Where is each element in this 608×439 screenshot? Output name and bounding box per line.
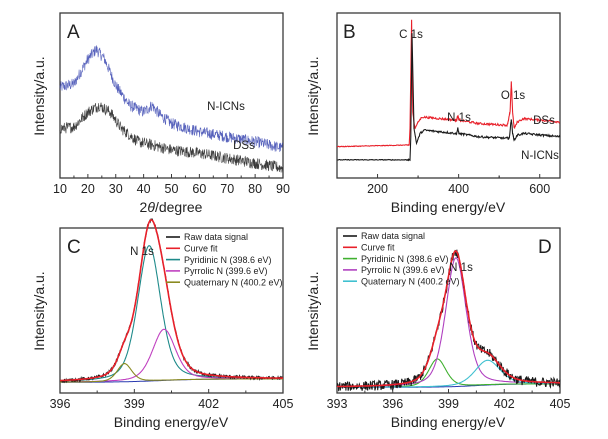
x-tick-label: 396 xyxy=(382,397,403,411)
legend-label: Curve fit xyxy=(184,244,218,254)
panel-c-plot xyxy=(59,218,284,384)
panel-b: 200 400 600 B Binding energy/eV Intensity/… xyxy=(305,12,561,215)
panel-d: 393 396 399 402 405 D N 1s Raw data signal Cu… xyxy=(305,227,571,430)
x-tick-label: 60 xyxy=(192,182,206,196)
panel-b-plot xyxy=(336,19,561,162)
x-tick-label: 400 xyxy=(448,182,469,196)
panel-a-frame xyxy=(59,12,284,179)
x-label-prefix: 2 xyxy=(140,199,148,215)
panel-c-letter: C xyxy=(67,237,81,258)
panel-b-annotation-n1s: N 1s xyxy=(447,112,471,124)
panel-b-annotation-nicns: N-ICNs xyxy=(521,150,559,162)
panel-a-annotation-nicns: N-ICNs xyxy=(207,101,245,113)
x-tick-label: 396 xyxy=(50,397,71,411)
panel-b-letter: B xyxy=(343,22,356,43)
panel-d-letter: D xyxy=(538,237,552,258)
x-tick-label: 90 xyxy=(276,182,290,196)
panel-d-x-label: Binding energy/eV xyxy=(391,414,506,430)
x-tick-label: 399 xyxy=(438,397,459,411)
component-pyrrolic xyxy=(60,328,283,383)
panel-a-x-ticks: 10 20 30 40 50 60 70 80 90 xyxy=(53,174,290,196)
x-tick-label: 40 xyxy=(137,182,151,196)
panel-d-plot xyxy=(336,249,561,392)
x-tick-label: 50 xyxy=(165,182,179,196)
panel-c-x-label: Binding energy/eV xyxy=(114,414,229,430)
panel-b-annotation-dss: DSs xyxy=(533,115,555,127)
x-tick-label: 399 xyxy=(124,397,145,411)
panel-b-annotation-o1s: O 1s xyxy=(501,90,526,102)
x-tick-label: 405 xyxy=(273,397,294,411)
panel-a-plot xyxy=(59,45,284,173)
legend-label: Pyrrolic N (399.6 eV) xyxy=(184,266,268,276)
raw-data-signal xyxy=(59,218,284,384)
legend-label: Raw data signal xyxy=(361,231,425,241)
x-tick-label: 70 xyxy=(220,182,234,196)
x-tick-label: 80 xyxy=(248,182,262,196)
x-tick-label: 402 xyxy=(494,397,515,411)
series-dss xyxy=(336,19,561,148)
panel-c-peak-label: N 1s xyxy=(130,246,154,258)
x-tick-label: 20 xyxy=(81,182,95,196)
x-tick-label: 600 xyxy=(529,182,550,196)
panel-b-x-ticks: 200 400 600 xyxy=(367,174,550,196)
legend-label: Pyridinic N (398.6 eV) xyxy=(361,254,449,264)
panel-c: 396 399 402 405 C N 1s Raw data signal Curve… xyxy=(31,218,294,430)
x-tick-label: 10 xyxy=(53,182,67,196)
panel-a: 10 20 30 40 50 60 70 80 90 A 2θ/degree Intensity… xyxy=(31,12,290,215)
series-dss xyxy=(59,102,284,173)
x-tick-label: 393 xyxy=(327,397,348,411)
panel-d-frame xyxy=(336,227,561,394)
panel-c-y-label: Intensity/a.u. xyxy=(31,271,47,350)
panel-d-x-ticks: 393 396 399 402 405 xyxy=(327,389,571,411)
x-tick-label: 405 xyxy=(550,397,571,411)
component-quaternary xyxy=(60,363,283,383)
series-n-icns xyxy=(59,45,284,153)
panel-c-x-ticks: 396 399 402 405 xyxy=(50,389,294,411)
panel-b-y-label: Intensity/a.u. xyxy=(305,56,321,135)
x-tick-label: 402 xyxy=(198,397,219,411)
curve-fit xyxy=(337,250,560,388)
panel-b-frame xyxy=(336,12,561,179)
x-tick-label: 200 xyxy=(367,182,388,196)
panel-d-peak-label: N 1s xyxy=(449,262,473,274)
panel-a-y-label: Intensity/a.u. xyxy=(31,56,47,135)
legend-label: Raw data signal xyxy=(184,232,248,242)
panel-a-letter: A xyxy=(67,22,80,43)
panel-a-x-label: 2θ/degree xyxy=(140,199,203,215)
panel-b-x-label: Binding energy/eV xyxy=(391,199,506,215)
x-label-suffix: /degree xyxy=(155,199,203,215)
legend-label: Curve fit xyxy=(361,243,395,253)
legend-label: Quaternary N (400.2 eV) xyxy=(361,276,460,286)
panel-b-annotation-c1s: C 1s xyxy=(399,29,423,41)
curve-fit xyxy=(60,219,283,382)
x-label-theta: θ xyxy=(147,199,155,215)
series-n-icns xyxy=(336,33,561,162)
legend-label: Pyrrolic N (399.6 eV) xyxy=(361,265,445,275)
legend-label: Pyridinic N (398.6 eV) xyxy=(184,255,272,265)
panel-a-annotation-dss: DSs xyxy=(233,140,255,152)
panel-d-y-label: Intensity/a.u. xyxy=(305,271,321,350)
legend-label: Quaternary N (400.2 eV) xyxy=(184,277,283,287)
x-tick-label: 30 xyxy=(109,182,123,196)
